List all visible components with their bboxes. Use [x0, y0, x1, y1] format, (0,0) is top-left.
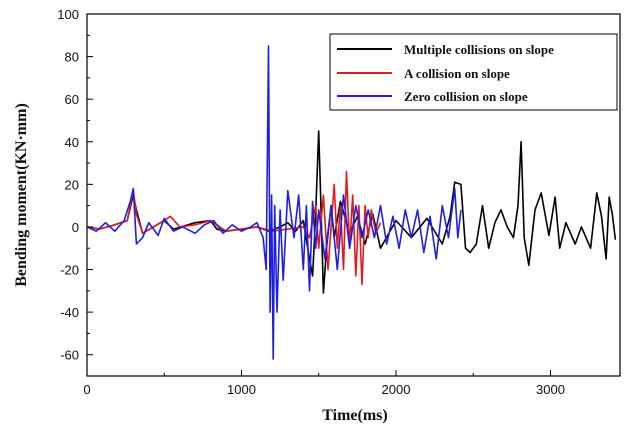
x-tick-label: 0 — [83, 382, 90, 397]
legend-label-single: A collision on slope — [404, 66, 510, 81]
series-layer — [86, 45, 617, 360]
tick-layer: 0 1000 2000 3000 -60 -40 -20 0 20 40 60 80 100 — [57, 7, 565, 397]
y-tick-label: 100 — [57, 7, 79, 22]
x-tick-label: 2000 — [382, 382, 411, 397]
y-tick-label: -40 — [60, 305, 79, 320]
x-tick-label: 3000 — [536, 382, 565, 397]
y-tick-label: -60 — [60, 348, 79, 363]
series-line-zero — [86, 45, 462, 360]
legend: Multiple collisions on slope A collision… — [329, 33, 618, 111]
plot-frame — [86, 13, 621, 377]
y-tick-label: 40 — [65, 135, 79, 150]
y-tick-label: 60 — [65, 92, 79, 107]
legend-label-zero: Zero collision on slope — [404, 89, 528, 104]
y-tick-label: -20 — [60, 263, 79, 278]
legend-label-multiple: Multiple collisions on slope — [404, 42, 554, 57]
series-line-single — [86, 170, 382, 286]
x-tick-label: 1000 — [227, 382, 256, 397]
y-tick-label: 0 — [72, 220, 79, 235]
y-axis-title: Bending moment(KN·mm) — [13, 103, 30, 287]
y-tick-label: 80 — [65, 50, 79, 65]
y-tick-label: 20 — [65, 177, 79, 192]
x-axis-title: Time(ms) — [322, 407, 387, 424]
